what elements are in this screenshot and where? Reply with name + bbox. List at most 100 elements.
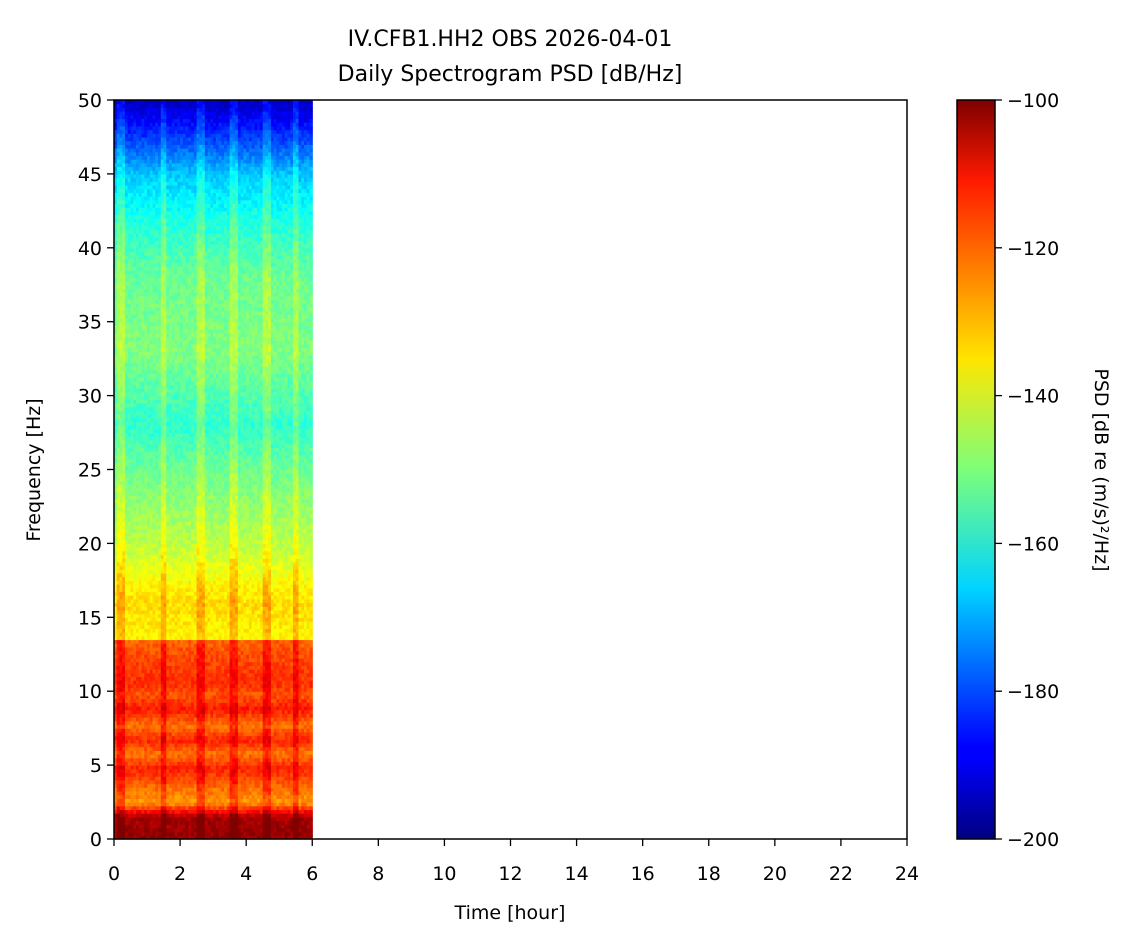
spectrogram-cell (136, 432, 140, 437)
spectrogram-cell (116, 543, 121, 548)
spectrogram-cell (163, 680, 167, 685)
spectrogram-cell (136, 428, 140, 434)
spectrogram-cell (116, 602, 121, 607)
spectrogram-cell (122, 558, 126, 563)
spectrogram-cell (138, 528, 143, 533)
spectrogram-cell (114, 229, 118, 234)
spectrogram-cell (152, 816, 156, 822)
spectrogram-cell (144, 506, 148, 511)
spectrogram-cell (116, 221, 121, 227)
spectrogram-cell (125, 377, 129, 382)
spectrogram-cell (127, 661, 132, 666)
spectrogram-cell (158, 813, 162, 818)
spectrogram-cell (163, 395, 167, 400)
spectrogram-cell (160, 506, 165, 511)
spectrogram-cell (130, 824, 134, 829)
spectrogram-cell (155, 739, 159, 744)
spectrogram-cell (138, 521, 143, 526)
spectrogram-cell (119, 820, 123, 825)
spectrogram-cell (147, 569, 151, 574)
spectrogram-cell (155, 657, 159, 663)
spectrogram-cell (149, 495, 154, 500)
spectrogram-cell (152, 820, 156, 825)
spectrogram-cell (127, 831, 132, 836)
spectrogram-cell (144, 687, 148, 692)
spectrogram-cell (158, 388, 162, 393)
spectrogram-cell (116, 713, 121, 718)
spectrogram-cell (141, 587, 145, 593)
spectrogram-cell (141, 772, 145, 777)
spectrogram-cell (127, 454, 132, 460)
spectrogram-cell (116, 273, 121, 278)
spectrogram-cell (147, 473, 151, 478)
spectrogram-cell (125, 207, 129, 212)
spectrogram-cell (144, 484, 148, 489)
spectrogram-cell (155, 539, 159, 544)
spectrogram-cell (152, 813, 156, 818)
spectrogram-cell (116, 790, 121, 796)
spectrogram-cell (125, 159, 129, 164)
spectrogram-cell (130, 406, 134, 411)
spectrogram-cell (125, 273, 129, 278)
spectrogram-cell (163, 598, 167, 604)
spectrogram-cell (125, 451, 129, 456)
spectrogram-cell (119, 233, 123, 238)
spectrogram-cell (155, 816, 159, 822)
spectrogram-cell (136, 757, 140, 762)
spectrogram-cell (133, 731, 137, 737)
spectrogram-cell (158, 754, 162, 759)
spectrogram-cell (119, 473, 123, 478)
spectrogram-cell (144, 761, 148, 766)
spectrogram-cell (122, 554, 126, 559)
spectrogram-cell (160, 384, 165, 389)
spectrogram-cell (122, 820, 126, 825)
spectrogram-cell (125, 417, 129, 423)
spectrogram-cell (144, 798, 148, 803)
spectrogram-cell (133, 609, 137, 615)
spectrogram-cell (149, 550, 154, 556)
spectrogram-cell (163, 731, 167, 737)
spectrogram-cell (130, 654, 134, 659)
spectrogram-cell (147, 318, 151, 323)
spectrogram-cell (141, 122, 145, 127)
spectrogram-cell (116, 698, 121, 703)
spectrogram-cell (163, 425, 167, 430)
spectrogram-cell (149, 798, 154, 803)
spectrogram-cell (152, 425, 156, 430)
spectrogram-cell (119, 754, 123, 759)
spectrogram-cell (119, 783, 123, 788)
spectrogram-cell (116, 118, 121, 123)
spectrogram-cell (149, 824, 154, 829)
spectrogram-cell (122, 731, 126, 737)
spectrogram-cell (116, 813, 121, 818)
spectrogram-cell (141, 680, 145, 685)
spectrogram-cell (158, 103, 162, 108)
spectrogram-cell (127, 683, 132, 689)
spectrogram-cell (141, 761, 145, 766)
spectrogram-cell (136, 148, 140, 153)
spectrogram-cell (160, 487, 165, 493)
spectrogram-cell (160, 624, 165, 629)
spectrogram-cell (158, 155, 162, 160)
spectrogram-cell (144, 539, 148, 544)
spectrogram-cell (144, 155, 148, 160)
spectrogram-cell (133, 100, 137, 105)
spectrogram-cell (152, 676, 156, 681)
spectrogram-cell (119, 366, 123, 371)
spectrogram-cell (158, 591, 162, 596)
spectrogram-cell (163, 639, 167, 644)
spectrogram-cell (149, 436, 154, 441)
spectrogram-cell (163, 724, 167, 729)
spectrogram-cell (116, 824, 121, 829)
spectrogram-cell (114, 247, 118, 253)
spectrogram-cell (155, 476, 159, 482)
spectrogram-cell (136, 602, 140, 607)
spectrogram-cell (138, 125, 143, 131)
spectrogram-cell (119, 218, 123, 223)
spectrogram-cell (147, 643, 151, 648)
spectrogram-cell (130, 765, 134, 770)
spectrogram-cell (155, 306, 159, 312)
spectrogram-cell (127, 354, 132, 360)
spectrogram-cell (114, 632, 118, 637)
spectrogram-cell (147, 340, 151, 345)
